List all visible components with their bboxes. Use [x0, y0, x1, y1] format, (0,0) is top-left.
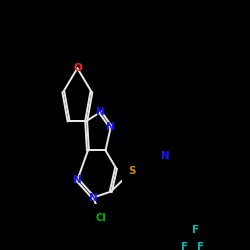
Text: N: N: [73, 175, 82, 185]
Text: F: F: [192, 225, 199, 235]
Text: S: S: [128, 166, 136, 176]
Text: O: O: [73, 63, 82, 73]
Text: N: N: [106, 122, 115, 132]
Text: F: F: [181, 242, 188, 250]
Text: N: N: [161, 151, 170, 161]
Text: N: N: [96, 107, 104, 117]
Text: N: N: [89, 192, 98, 202]
Text: Cl: Cl: [96, 212, 106, 222]
Text: F: F: [197, 242, 204, 250]
